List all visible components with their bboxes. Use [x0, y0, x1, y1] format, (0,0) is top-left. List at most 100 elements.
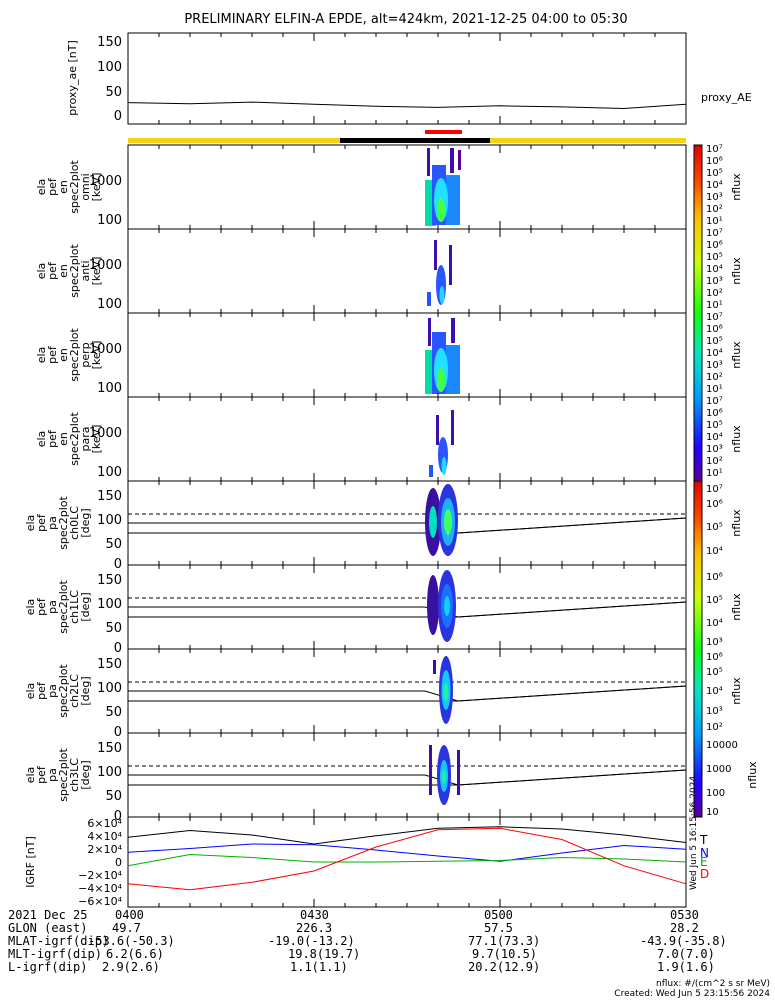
colorbar-tick: 10⁷: [706, 144, 723, 155]
series-label-proxy-ae: proxy_AE: [701, 91, 752, 104]
y-tick-label: 50: [105, 537, 122, 552]
legend-E: E: [700, 855, 708, 869]
figure-title: PRELIMINARY ELFIN-A EPDE, alt=424km, 202…: [184, 12, 627, 27]
spectrogram-patch: [429, 506, 437, 538]
colorbar-tick: 10⁶: [706, 408, 723, 419]
colorbar-label: nflux: [730, 173, 743, 201]
y-tick-label: 100: [97, 60, 122, 75]
spectrogram-perp: [425, 318, 460, 394]
y-tick-label: 0: [115, 856, 122, 869]
panel-pa-ch0lc: ela pef pa spec2plot ch0LC [deg] 150 100…: [24, 480, 687, 572]
panel-igrf: IGRF [nT] 6×10⁴ 4×10⁴ 2×10⁴ 0 −2×10⁴ −4×…: [24, 776, 709, 908]
spectrogram-patch: [439, 286, 445, 304]
y-label-line: spec2plot: [68, 160, 81, 214]
colorbar-label: nflux: [730, 425, 743, 453]
colorbar-label: nflux: [730, 257, 743, 285]
y-tick-label: 6×10⁴: [87, 817, 122, 830]
y-label-line: [keV]: [90, 341, 103, 370]
loss-cone-line: [128, 517, 687, 534]
y-tick-label: 100: [97, 465, 122, 480]
y-label-line: [deg]: [79, 676, 92, 705]
y-label-line: [keV]: [90, 173, 103, 202]
y-label-line: [deg]: [79, 760, 92, 789]
y-label-line: pef: [35, 681, 48, 700]
colorbar-tick: 10¹: [706, 300, 723, 311]
y-tick-label: 2×10⁴: [87, 843, 122, 856]
colorbar-strip: [693, 480, 703, 818]
y-label-line: pef: [46, 429, 59, 448]
y-label-line: ch1LC: [68, 590, 81, 624]
spectrogram-patch: [442, 770, 446, 784]
panel-pa-ch3lc: ela pef pa spec2plot ch3LC [deg] 150 100…: [24, 732, 687, 824]
y-label-line: ela: [35, 431, 48, 448]
colorbar-tick: 10⁷: [706, 312, 723, 323]
y-label-line: pa: [46, 516, 59, 530]
footer-row-label: L-igrf(dip): [8, 960, 87, 974]
y-tick-label: 1000: [89, 342, 122, 357]
y-label-line: [deg]: [79, 592, 92, 621]
spectrogram-para: [429, 410, 454, 477]
spectrogram-ch3lc: [429, 745, 460, 805]
footer-row-label: GLON (east): [8, 921, 87, 935]
legend-N: N: [700, 846, 709, 860]
spectrogram-patch: [441, 457, 447, 475]
footer-cell: 0500: [484, 908, 513, 922]
y-label-line: spec2plot: [68, 328, 81, 382]
created-timestamp: Created: Wed Jun 5 23:15:56 2024: [614, 989, 770, 999]
spectrogram-patch: [434, 240, 437, 270]
units-note: nflux: #/(cm^2 s sr MeV): [656, 979, 770, 989]
y-label-line: para: [79, 427, 92, 452]
loss-cone-line: [128, 685, 687, 702]
y-label-line: en: [57, 180, 70, 194]
science-zone-marker: [425, 130, 462, 134]
igrf-series-line-T: [127, 826, 687, 845]
colorbar-label: nflux: [730, 677, 743, 705]
footer-cell: 0430: [300, 908, 329, 922]
spectrogram-patch: [428, 318, 431, 346]
y-tick-label: −4×10⁴: [78, 882, 122, 895]
colorbar-tick: 10⁵: [706, 522, 723, 533]
y-label-line: anti: [79, 260, 92, 281]
y-tick-label: 150: [97, 489, 122, 504]
footer-cell: 57.5: [484, 921, 513, 935]
footer-cell: 19.8(19.7): [288, 947, 360, 961]
panel-frame: [127, 144, 687, 230]
colorbar-tick: 10²: [706, 722, 723, 733]
panel-frame: [127, 312, 687, 398]
colorbar-tick: 10³: [706, 444, 723, 455]
y-tick-label: 0: [114, 809, 122, 824]
colorbar-tick: 10⁵: [706, 667, 723, 678]
y-label-line: pef: [35, 597, 48, 616]
colorbar-tick: 10⁷: [706, 484, 723, 495]
y-tick-label: 4×10⁴: [87, 830, 122, 843]
colorbar-strip: [693, 144, 703, 482]
colorbar-tick: 10³: [706, 360, 723, 371]
spectrogram-patch: [436, 415, 439, 445]
colorbar-tick: 10⁶: [706, 652, 723, 663]
y-tick-label: 100: [97, 597, 122, 612]
spectrogram-ch0lc: [425, 484, 458, 556]
y-label-line: pa: [46, 684, 59, 698]
panel-frame: [127, 32, 687, 125]
colorbar-tick: 10⁶: [706, 324, 723, 335]
spectrogram-patch: [427, 575, 439, 635]
colorbar-tick: 10⁵: [706, 252, 723, 263]
y-label-line: pef: [35, 765, 48, 784]
footer-cell: 226.3: [296, 921, 332, 935]
colorbar-tick: 10²: [706, 204, 723, 215]
colorbar-tick: 1000: [706, 764, 731, 775]
y-label-line: [deg]: [79, 508, 92, 537]
spectrogram-patch: [429, 745, 432, 795]
panel-en-omni: ela pef en spec2plot omni [keV] 1000 100: [35, 144, 687, 230]
spectrogram-patch: [451, 318, 455, 343]
colorbar-tick: 100: [706, 788, 725, 799]
y-label-line: omni: [79, 173, 92, 200]
loss-cone-line: [128, 601, 687, 618]
colorbar-tick: 10⁶: [706, 499, 723, 510]
colorbar-tick: 10²: [706, 288, 723, 299]
orbit-bar-black: [340, 138, 490, 143]
y-label-line: ela: [24, 683, 37, 700]
footer-cell: -43.9(-35.8): [640, 934, 727, 948]
footer-cell: 20.2(12.9): [468, 960, 540, 974]
